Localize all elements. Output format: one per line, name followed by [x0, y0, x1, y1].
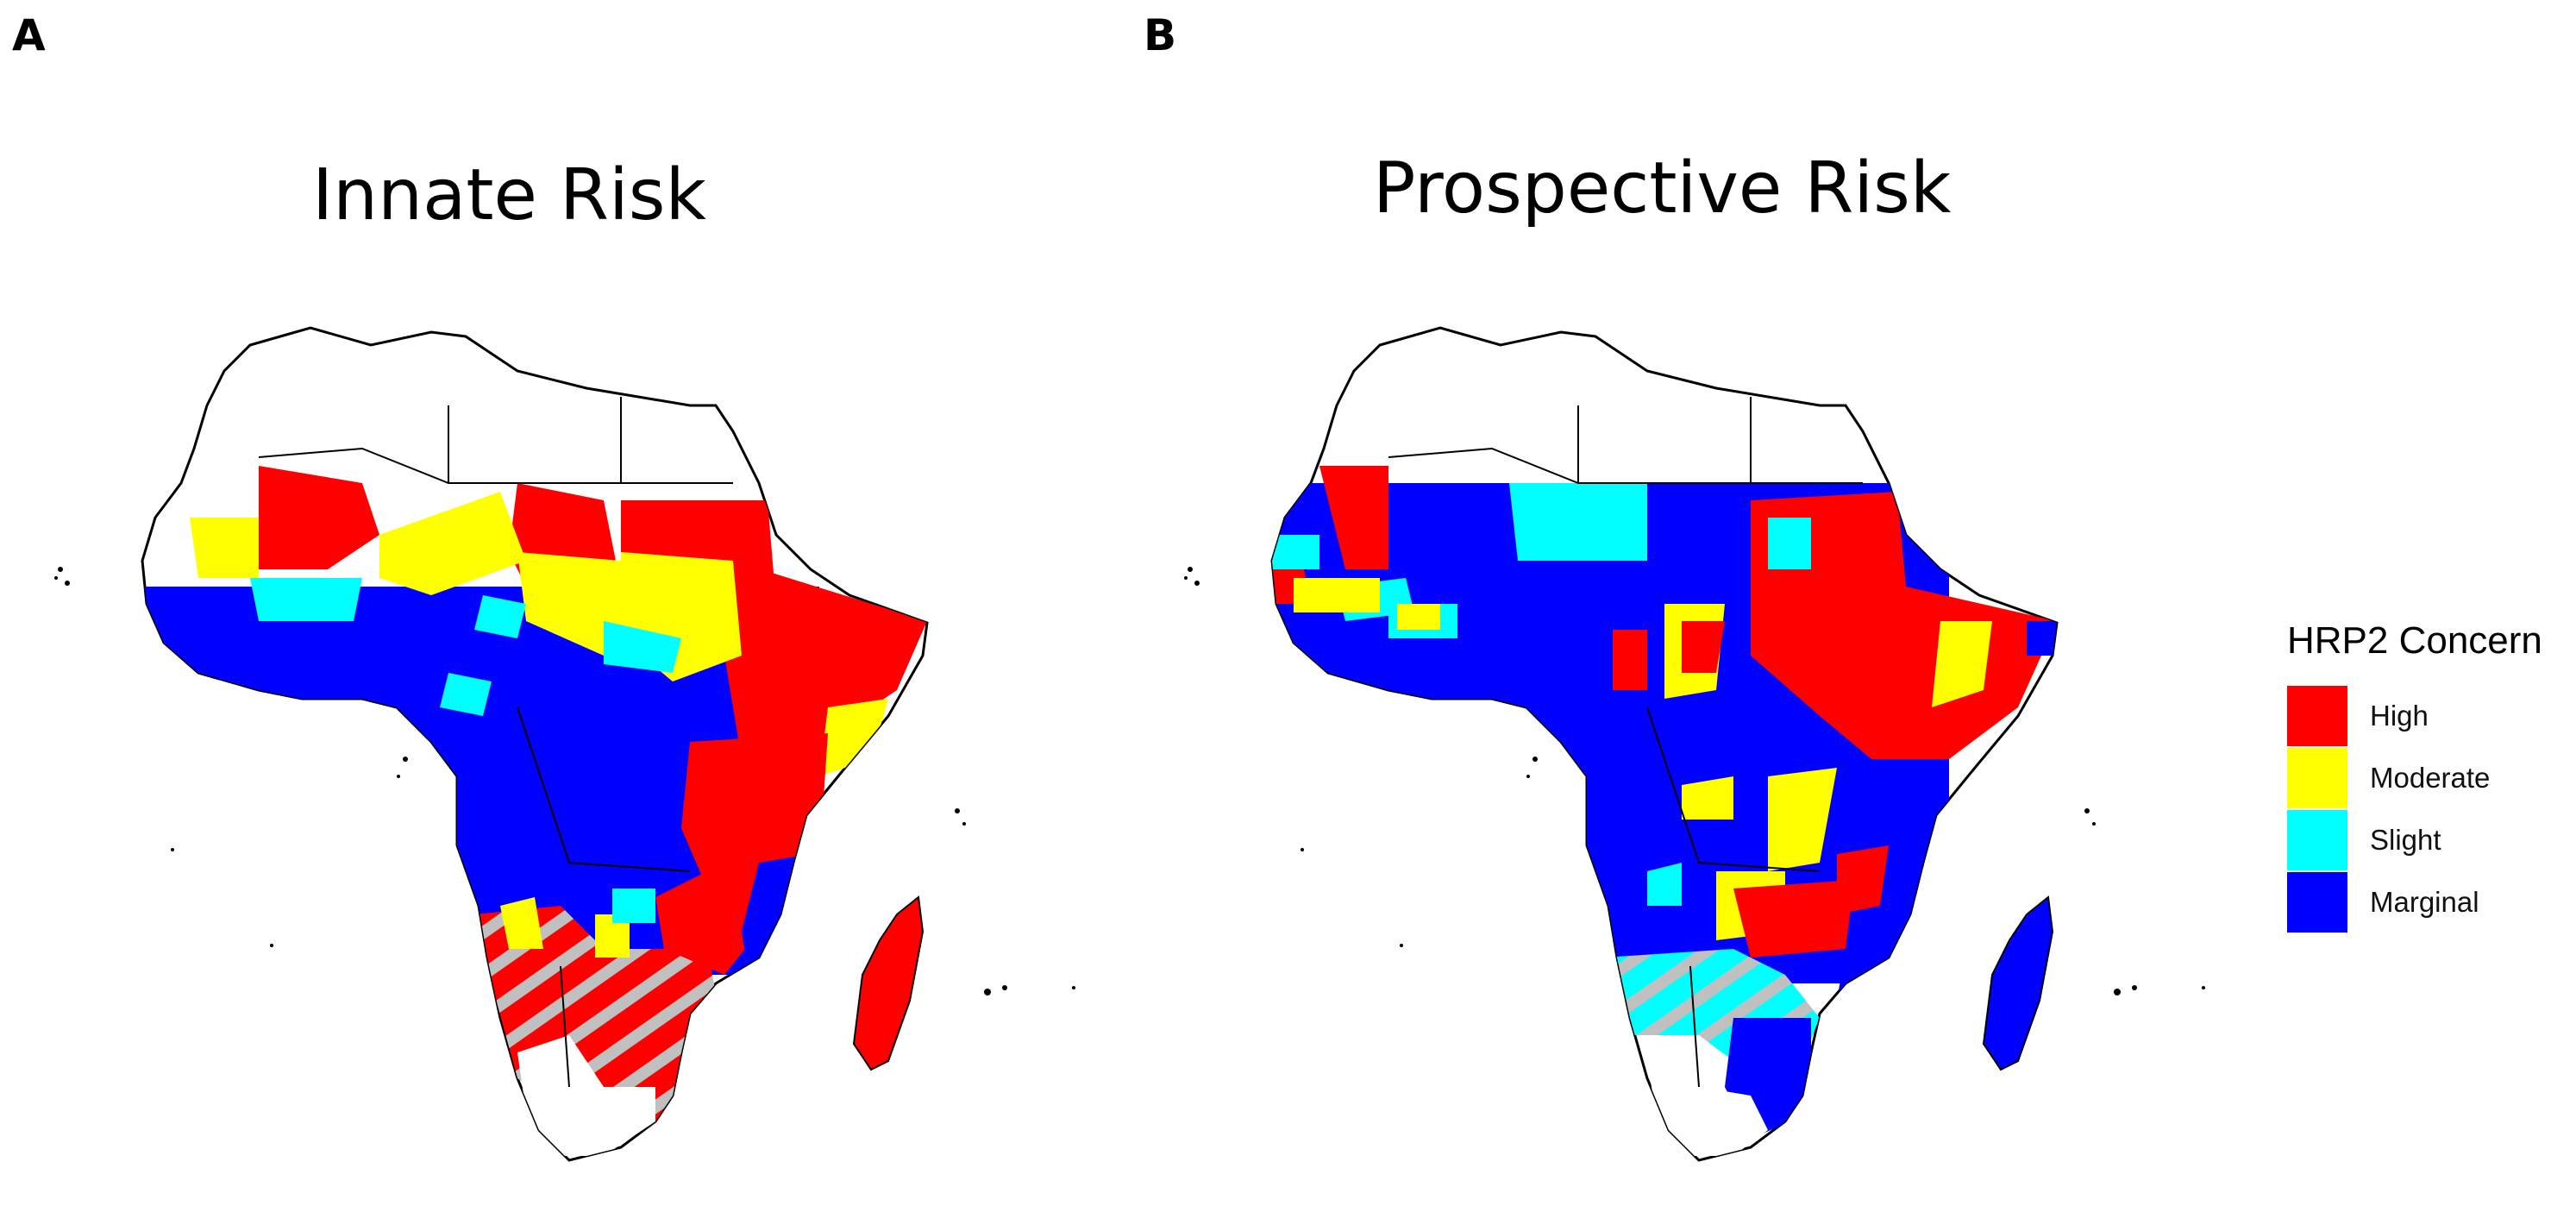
legend-item-marginal: Marginal — [2287, 871, 2542, 933]
madagascar — [852, 895, 924, 1071]
legend-item-moderate: Moderate — [2287, 747, 2542, 809]
panel-a-title: Innate Risk — [312, 154, 707, 236]
legend-item-slight: Slight — [2287, 809, 2542, 871]
legend-swatch-moderate — [2287, 748, 2347, 808]
legend: HRP2 Concern High Moderate Slight Margin… — [2287, 619, 2542, 933]
madagascar — [1982, 895, 2054, 1071]
legend-swatch-high — [2287, 686, 2347, 746]
africa-map-prospective — [1184, 326, 2205, 1162]
panel-b-title: Prospective Risk — [1373, 148, 1952, 229]
legend-swatch-slight — [2287, 810, 2347, 870]
africa-map-innate — [54, 326, 1075, 1162]
legend-title: HRP2 Concern — [2287, 619, 2542, 662]
legend-label-moderate: Moderate — [2370, 762, 2491, 794]
legend-label-marginal: Marginal — [2370, 886, 2479, 918]
panel-a-letter: A — [12, 10, 46, 60]
panel-b-letter: B — [1144, 10, 1177, 60]
legend-label-slight: Slight — [2370, 824, 2441, 856]
legend-item-high: High — [2287, 685, 2542, 747]
legend-swatch-marginal — [2287, 872, 2347, 933]
legend-label-high: High — [2370, 700, 2429, 732]
